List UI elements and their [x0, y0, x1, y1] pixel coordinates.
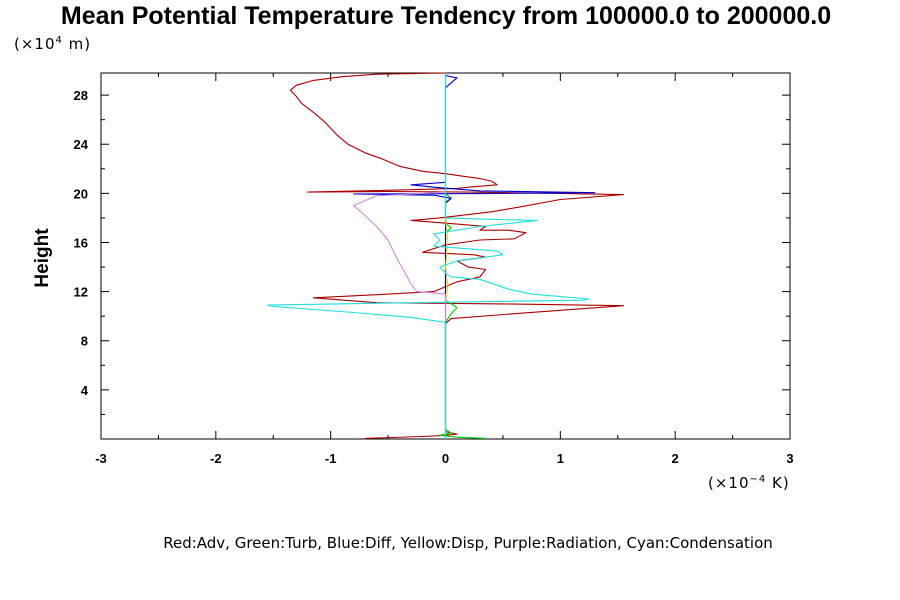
x-tick-label: 1 — [557, 451, 564, 466]
x-tick-label: 3 — [786, 451, 793, 466]
y-tick-label: 20 — [74, 186, 88, 201]
y-tick-label: 16 — [74, 235, 88, 250]
axis-ticks — [100, 73, 791, 439]
series-line-diff — [353, 73, 596, 439]
series-line-condensation — [266, 73, 590, 439]
series-line-radiation — [353, 191, 447, 439]
x-tick-label: -1 — [325, 451, 337, 466]
series-group — [266, 72, 625, 439]
y-tick-label: 28 — [74, 88, 88, 103]
chart-title: Mean Potential Temperature Tendency from… — [61, 2, 831, 30]
y-tick-label: 8 — [81, 334, 88, 349]
y-tick-label: 12 — [74, 285, 88, 300]
x-unit-label: (×10−4 K) — [708, 474, 790, 492]
x-tick-label: 0 — [442, 451, 449, 466]
x-tick-label: -3 — [95, 451, 107, 466]
series-line-adv — [289, 72, 625, 439]
y-unit-label: (×104 m) — [14, 35, 91, 53]
y-axis-label: Height — [32, 228, 53, 288]
x-tick-label: -2 — [210, 451, 222, 466]
legend-text: Red:Adv, Green:Turb, Blue:Diff, Yellow:D… — [163, 534, 773, 552]
y-tick-label: 24 — [74, 137, 89, 152]
y-tick-label: 4 — [81, 383, 89, 398]
x-tick-label: 2 — [672, 451, 679, 466]
